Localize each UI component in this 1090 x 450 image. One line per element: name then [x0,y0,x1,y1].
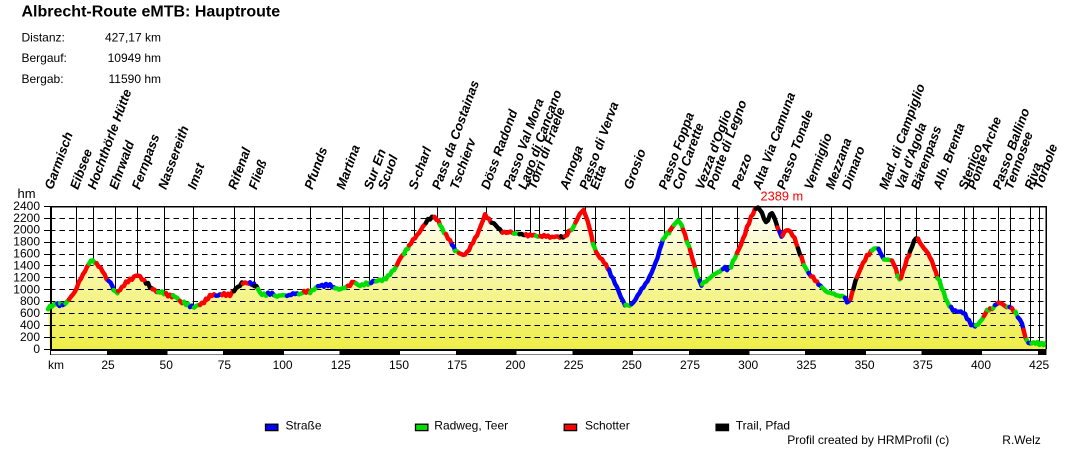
svg-text:1000: 1000 [13,282,40,296]
svg-text:Trail, Pfad: Trail, Pfad [736,419,790,433]
svg-text:800: 800 [20,294,40,308]
svg-text:200: 200 [505,358,525,372]
svg-text:400: 400 [971,358,991,372]
svg-text:Straße: Straße [286,419,322,433]
svg-text:hm: hm [18,186,36,201]
svg-text:150: 150 [389,358,409,372]
svg-text:Bergab:: Bergab: [22,72,64,86]
svg-text:375: 375 [913,358,933,372]
svg-text:1800: 1800 [13,235,40,249]
svg-text:11590 hm: 11590 hm [109,72,161,86]
svg-text:50: 50 [160,358,174,372]
svg-text:75: 75 [218,358,232,372]
svg-text:10949 hm: 10949 hm [108,51,161,65]
svg-text:100: 100 [273,358,293,372]
svg-text:Albrecht-Route eMTB: Hauptrout: Albrecht-Route eMTB: Hauptroute [22,4,281,21]
svg-text:300: 300 [738,358,758,372]
svg-text:km: km [48,358,64,372]
svg-text:Schotter: Schotter [585,419,630,433]
svg-text:2200: 2200 [13,211,40,225]
svg-text:Profil created by HRMProfil (c: Profil created by HRMProfil (c) [787,433,949,447]
svg-text:225: 225 [564,358,584,372]
svg-text:Distanz:: Distanz: [22,30,65,44]
svg-text:125: 125 [331,358,351,372]
svg-text:1600: 1600 [13,247,40,261]
svg-text:325: 325 [796,358,816,372]
svg-text:425: 425 [1029,358,1049,372]
svg-text:R.Welz: R.Welz [1002,433,1040,447]
svg-text:175: 175 [447,358,467,372]
svg-text:200: 200 [20,330,40,344]
svg-text:1400: 1400 [13,258,40,272]
svg-text:Radweg, Teer: Radweg, Teer [434,419,508,433]
svg-text:2000: 2000 [13,223,40,237]
svg-text:0: 0 [33,342,40,356]
svg-text:2400: 2400 [13,199,40,213]
svg-text:350: 350 [855,358,875,372]
svg-text:427,17 km: 427,17 km [105,30,161,44]
svg-text:25: 25 [101,358,115,372]
svg-text:400: 400 [20,318,40,332]
svg-text:2389 m: 2389 m [761,189,804,204]
svg-text:250: 250 [622,358,642,372]
svg-text:600: 600 [20,306,40,320]
svg-text:1200: 1200 [13,270,40,284]
svg-text:Bergauf:: Bergauf: [22,51,67,65]
svg-text:275: 275 [680,358,700,372]
